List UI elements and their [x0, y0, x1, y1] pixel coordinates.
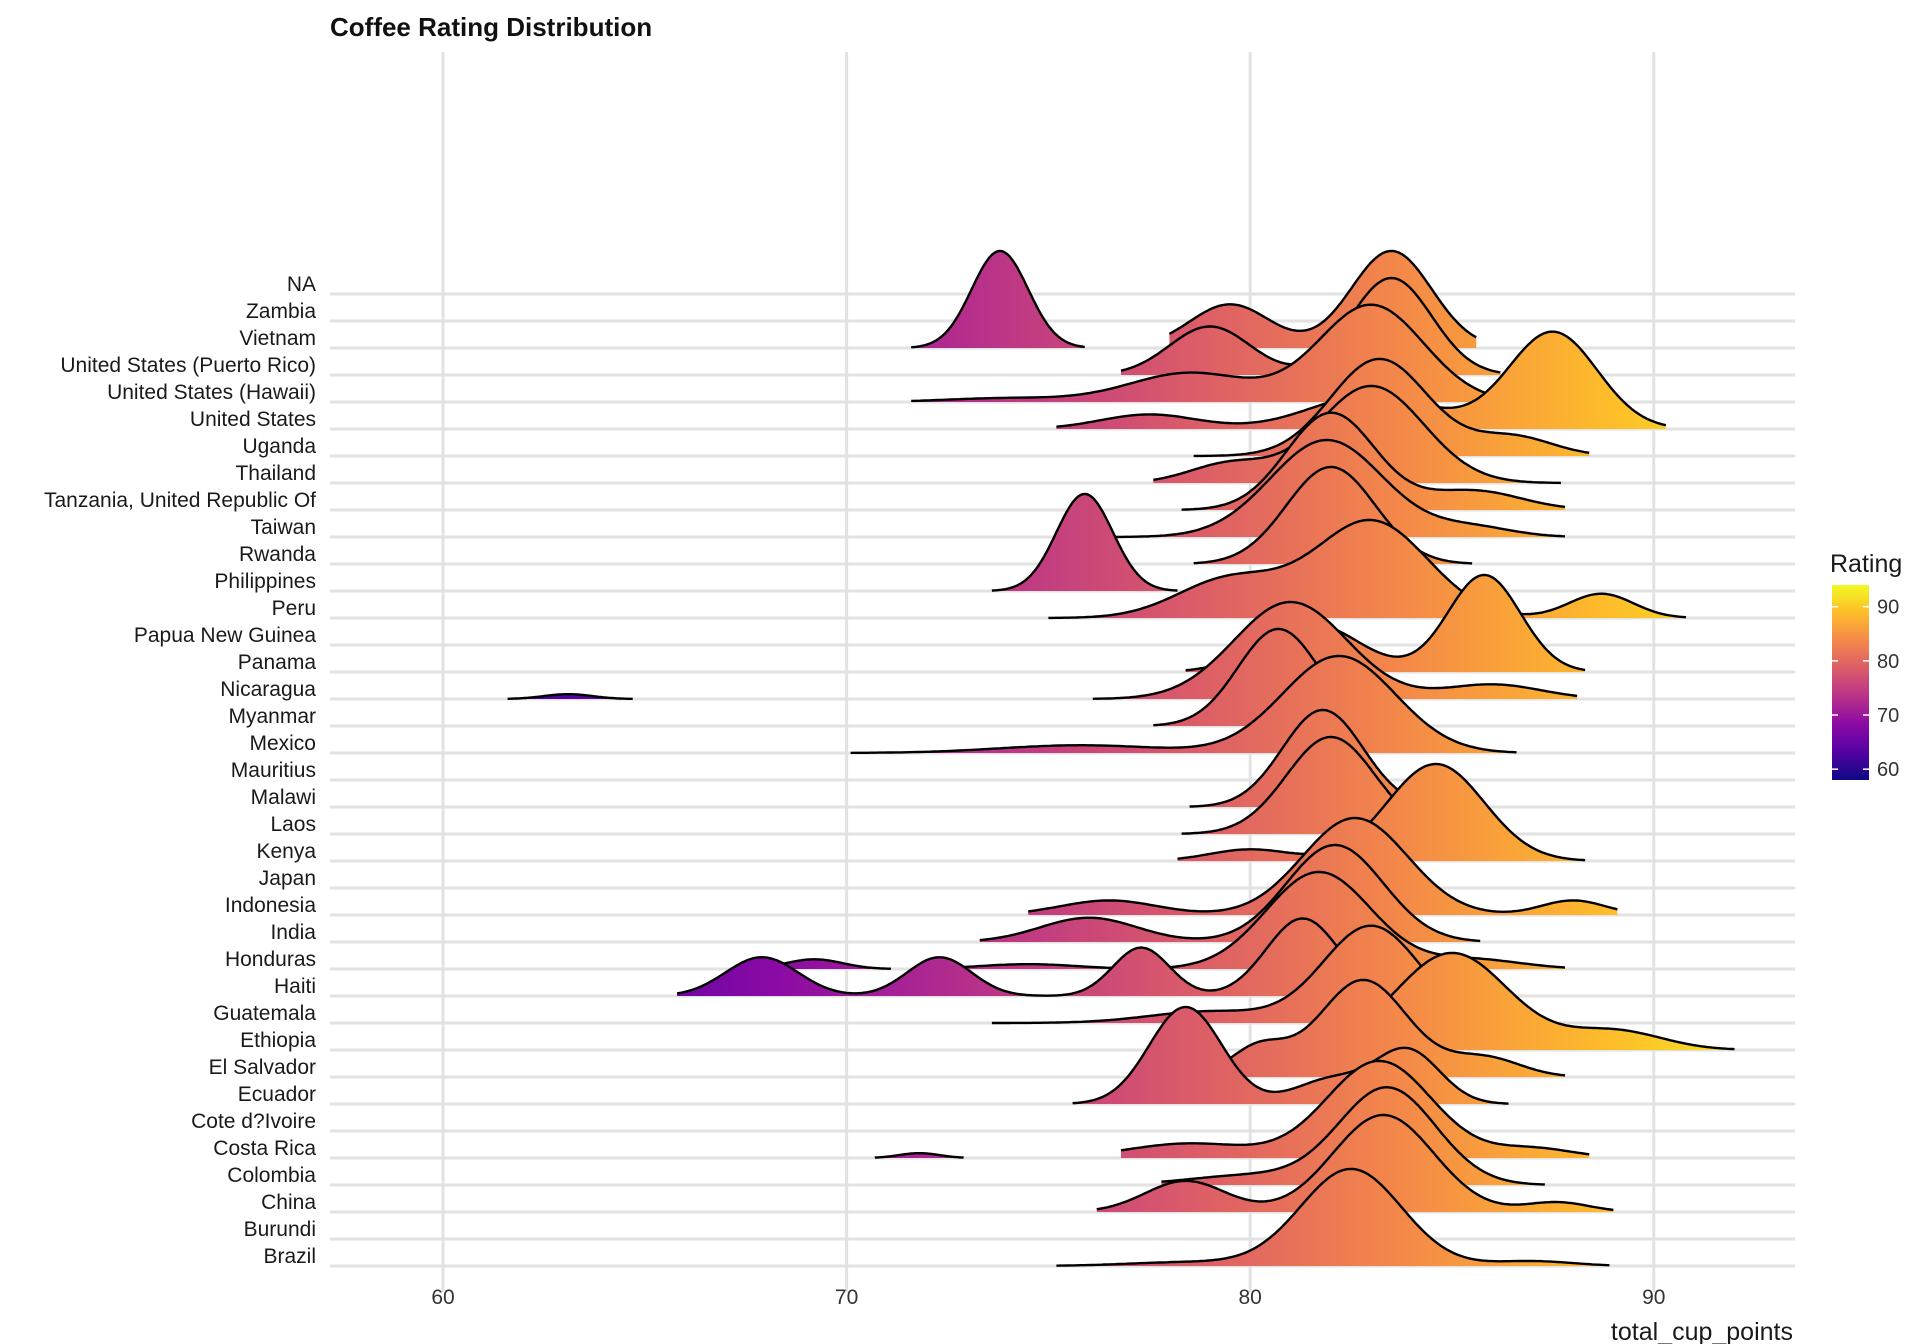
- y-tick-label: Indonesia: [225, 894, 316, 917]
- ridge-outline-kenya: [1177, 762, 1586, 862]
- y-tick-label: Philippines: [214, 570, 316, 593]
- ridge-fill-ethiopia: [1355, 952, 1735, 1050]
- y-tick-label: El Salvador: [209, 1056, 316, 1079]
- y-tick-label: Honduras: [225, 948, 316, 971]
- y-tick-label: Mexico: [249, 732, 316, 755]
- y-tick-label: Panama: [238, 651, 317, 674]
- chart-title: Coffee Rating Distribution: [330, 12, 652, 42]
- y-tick-label: Colombia: [227, 1164, 316, 1187]
- ridge-outline-nicaragua: [507, 693, 634, 701]
- y-tick-label: Ecuador: [238, 1083, 316, 1106]
- legend-tick-label: 60: [1877, 759, 1899, 781]
- ridge-outline-nicaragua: [1092, 600, 1578, 700]
- x-axis-ticks: 60 70 80 90: [431, 1286, 1665, 1309]
- ridge-outline-rwanda: [1193, 465, 1473, 565]
- legend: Rating 60 70 80 90: [1830, 550, 1902, 781]
- ridge-fill-laos: [1181, 737, 1436, 834]
- ridge-outline-costa-rica: [874, 1152, 965, 1159]
- y-tick-label: Haiti: [274, 975, 316, 998]
- ridge-outline-brazil: [1056, 1167, 1610, 1267]
- ridge-outline-ecuador: [1072, 1005, 1509, 1105]
- ridge-fill-china: [1096, 1115, 1614, 1212]
- y-tick-label: NA: [287, 273, 316, 296]
- x-tick-label: 60: [431, 1286, 454, 1309]
- y-tick-label: Laos: [270, 813, 316, 836]
- ridge-outline-peru: [1048, 518, 1687, 620]
- y-tick-label: Thailand: [235, 462, 316, 485]
- y-tick-label: United States (Hawaii): [107, 381, 316, 404]
- ridge-outline-uganda: [1193, 357, 1590, 458]
- y-tick-label: United States: [190, 408, 316, 431]
- y-tick-label: Tanzania, United Republic Of: [44, 489, 316, 512]
- ridge-fill-kenya: [1177, 764, 1586, 861]
- legend-tick-label: 80: [1877, 651, 1899, 673]
- ridge-fill-costa-rica: [874, 1153, 964, 1158]
- y-axis-labels: Brazil Burundi China Colombia Costa Rica Cote…: [44, 273, 316, 1268]
- y-tick-label: Costa Rica: [213, 1137, 316, 1160]
- y-tick-label: Ethiopia: [240, 1029, 316, 1052]
- y-tick-label: Vietnam: [239, 327, 316, 350]
- y-tick-label: Papua New Guinea: [134, 624, 316, 647]
- ridge-fill-el-salvador: [1209, 979, 1565, 1077]
- y-tick-label: Myanmar: [228, 705, 316, 728]
- ridge-outline-china: [1096, 1113, 1614, 1212]
- ridge-outline-colombia: [1161, 1086, 1545, 1186]
- legend-title: Rating: [1830, 550, 1902, 578]
- y-tick-label: Peru: [272, 597, 316, 620]
- y-tick-label: Mauritius: [231, 759, 316, 782]
- ridge-outline-ethiopia: [1354, 951, 1735, 1051]
- ridge-fill-united-states: [1056, 331, 1666, 429]
- ridge-fill-nicaragua: [1092, 602, 1578, 699]
- ridge-outline-vietnam: [1168, 249, 1477, 339]
- ridge-fill-vietnam: [911, 251, 1085, 348]
- ridge-outline-india: [979, 843, 1481, 943]
- y-tick-label: Nicaragua: [220, 678, 316, 701]
- y-tick-label: Zambia: [246, 300, 316, 323]
- y-tick-label: Burundi: [244, 1218, 316, 1241]
- ridge-fill-brazil: [1056, 1168, 1610, 1266]
- ridge-outline-costa-rica: [1120, 1059, 1590, 1156]
- y-tick-label: Kenya: [256, 840, 316, 863]
- ridge-outline-mexico: [850, 654, 1517, 755]
- x-axis-label: total_cup_points: [1611, 1318, 1793, 1344]
- x-tick-label: 90: [1642, 1286, 1665, 1309]
- y-tick-label: Rwanda: [239, 543, 316, 566]
- legend-tick-label: 70: [1877, 705, 1899, 727]
- y-tick-label: Japan: [259, 867, 316, 890]
- x-tick-label: 80: [1238, 1286, 1261, 1309]
- ridge-fill-myanmar: [1153, 629, 1416, 726]
- x-tick-label: 70: [835, 1286, 858, 1309]
- y-tick-label: India: [270, 921, 316, 944]
- ridge-outline-tanzania-united-republic-of: [1181, 411, 1566, 511]
- ridge-outline-philippines: [991, 492, 1178, 592]
- ridge-outline-indonesia: [1028, 816, 1618, 913]
- y-tick-label: Uganda: [242, 435, 316, 458]
- y-tick-label: China: [261, 1191, 316, 1214]
- y-tick-label: Guatemala: [213, 1002, 316, 1025]
- ridge-fill-peru: [1048, 520, 1686, 618]
- y-tick-label: Taiwan: [251, 516, 316, 539]
- y-tick-label: Cote d?Ivoire: [191, 1110, 316, 1133]
- legend-ticks: 60 70 80 90: [1832, 597, 1899, 781]
- legend-colorbar: [1832, 585, 1869, 780]
- y-tick-label: Brazil: [263, 1245, 316, 1268]
- ridge-outline-thailand: [1153, 384, 1561, 485]
- ridge-outline-malawi: [1189, 708, 1421, 808]
- y-tick-label: Malawi: [251, 786, 316, 809]
- ridge-outline-taiwan: [1104, 438, 1566, 539]
- ridge-layer: [507, 249, 1735, 1267]
- ridge-fill-honduras: [943, 872, 1565, 969]
- ridge-outline-el-salvador: [1209, 978, 1566, 1077]
- ridge-outline-vietnam: [911, 249, 1085, 349]
- legend-tick-label: 90: [1877, 597, 1899, 619]
- ridge-fill-united-states-hawaii-: [911, 304, 1610, 402]
- y-tick-label: United States (Puerto Rico): [60, 354, 316, 377]
